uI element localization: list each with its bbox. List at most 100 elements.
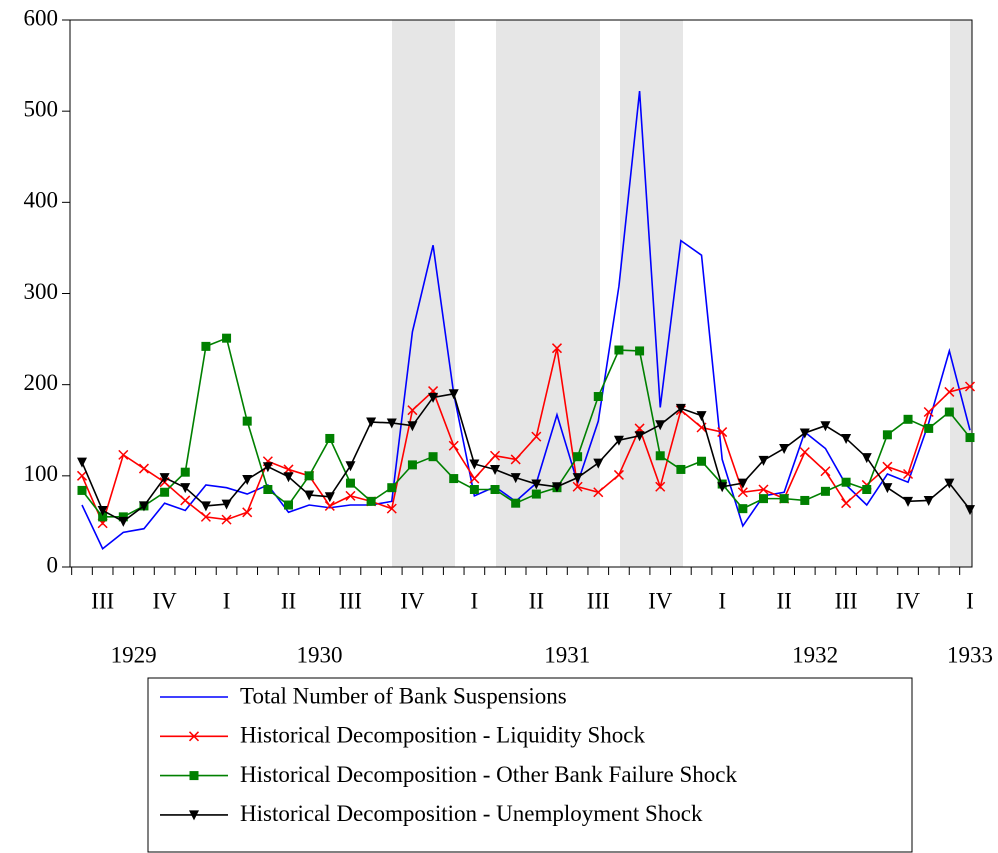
marker xyxy=(510,454,521,465)
marker xyxy=(944,386,955,397)
marker xyxy=(242,474,253,485)
marker xyxy=(841,433,852,444)
marker xyxy=(531,479,542,490)
marker xyxy=(572,473,583,484)
marker xyxy=(387,483,397,493)
legend-label: Historical Decomposition - Liquidity Sho… xyxy=(240,723,646,748)
y-tick-label: 0 xyxy=(47,552,59,577)
marker xyxy=(758,455,769,466)
marker xyxy=(98,512,108,522)
marker xyxy=(738,504,748,514)
x-tick-label: III xyxy=(835,588,858,613)
marker xyxy=(573,452,583,462)
marker xyxy=(77,457,87,468)
marker xyxy=(490,464,501,475)
marker xyxy=(189,771,199,781)
x-tick-label: IV xyxy=(152,588,177,613)
marker xyxy=(200,501,211,512)
marker xyxy=(189,810,199,821)
x-tick-label: II xyxy=(776,588,791,613)
marker xyxy=(221,499,232,510)
marker xyxy=(676,464,686,474)
marker xyxy=(551,482,562,493)
marker xyxy=(903,496,914,507)
marker xyxy=(903,468,914,480)
marker xyxy=(799,428,810,439)
marker xyxy=(862,485,872,495)
marker xyxy=(407,421,418,432)
marker xyxy=(304,490,315,501)
marker xyxy=(923,495,934,506)
marker xyxy=(737,487,748,498)
x-tick-label: IV xyxy=(896,588,921,613)
y-tick-label: 300 xyxy=(24,279,59,304)
marker xyxy=(820,421,831,432)
legend-label: Total Number of Bank Suspensions xyxy=(240,683,567,708)
marker xyxy=(469,485,479,495)
marker xyxy=(324,492,335,503)
marker xyxy=(345,478,355,488)
marker xyxy=(283,472,294,483)
marker xyxy=(325,433,335,443)
marker xyxy=(820,486,830,496)
marker xyxy=(965,505,975,516)
marker xyxy=(188,731,200,742)
marker xyxy=(531,431,542,442)
marker xyxy=(779,443,790,454)
x-tick-label: IV xyxy=(400,588,425,613)
marker xyxy=(366,496,376,506)
marker xyxy=(944,407,954,417)
marker xyxy=(201,341,211,351)
marker xyxy=(407,460,417,470)
marker xyxy=(779,494,789,504)
shaded-period xyxy=(620,20,683,567)
marker xyxy=(407,405,418,416)
marker xyxy=(635,346,645,356)
marker xyxy=(386,503,397,514)
marker xyxy=(613,435,624,446)
shaded-period xyxy=(392,20,455,567)
marker xyxy=(737,478,748,489)
marker xyxy=(965,433,975,443)
marker xyxy=(180,483,191,494)
y-tick-label: 600 xyxy=(24,5,59,30)
marker xyxy=(138,463,149,474)
x-tick-label: I xyxy=(718,588,726,613)
marker xyxy=(222,333,232,343)
marker xyxy=(923,406,934,418)
marker xyxy=(613,469,624,480)
y-tick-label: 100 xyxy=(24,461,59,486)
marker xyxy=(717,427,728,438)
marker xyxy=(903,414,913,424)
marker xyxy=(449,474,459,484)
marker xyxy=(964,381,976,392)
marker xyxy=(180,467,190,477)
y-tick-label: 200 xyxy=(24,370,59,395)
year-label: 1932 xyxy=(792,642,838,667)
x-tick-label: II xyxy=(529,588,544,613)
marker xyxy=(469,459,480,470)
y-tick-label: 400 xyxy=(24,188,59,213)
marker xyxy=(614,345,624,355)
marker xyxy=(469,473,480,484)
series-line xyxy=(81,91,971,551)
year-label: 1931 xyxy=(544,642,590,667)
marker xyxy=(345,461,356,472)
marker xyxy=(593,392,603,402)
x-tick-label: IV xyxy=(648,588,673,613)
marker xyxy=(511,498,521,508)
marker xyxy=(138,501,149,512)
marker xyxy=(593,458,604,469)
marker xyxy=(882,483,893,494)
marker xyxy=(717,482,728,493)
marker xyxy=(97,505,108,516)
marker xyxy=(448,440,459,451)
legend-label: Historical Decomposition - Other Bank Fa… xyxy=(240,762,737,787)
marker xyxy=(655,420,666,431)
legend-label: Historical Decomposition - Unemployment … xyxy=(240,801,703,826)
marker xyxy=(758,494,768,504)
marker xyxy=(841,498,852,509)
marker xyxy=(118,516,129,527)
marker xyxy=(118,512,128,522)
